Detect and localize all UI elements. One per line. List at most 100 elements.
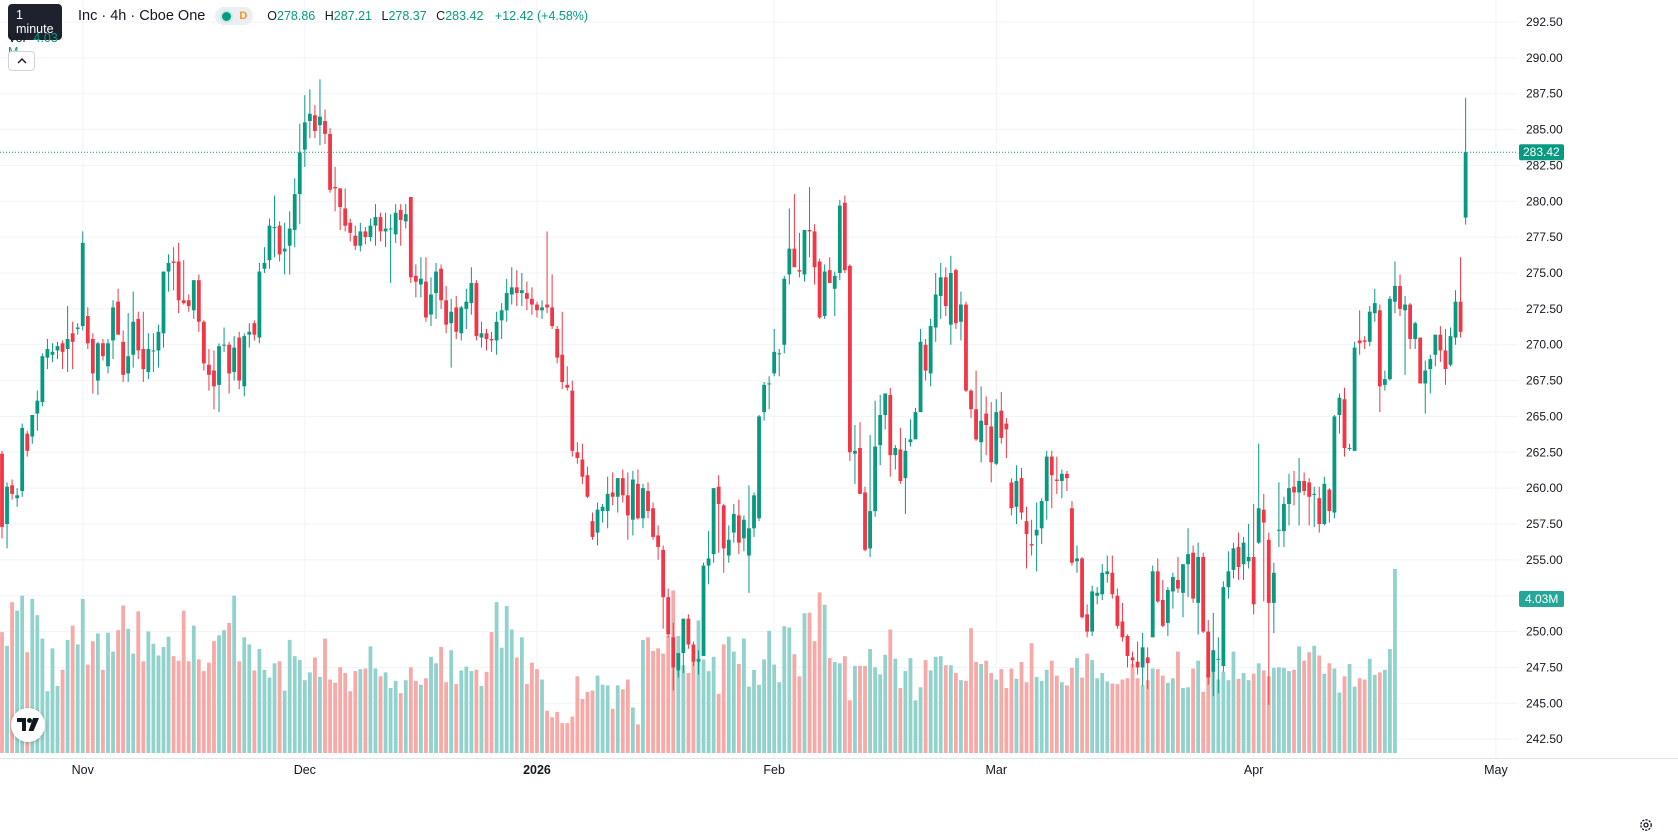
volume-bar: [1332, 668, 1337, 753]
price-axis[interactable]: 242.50245.00247.50250.00252.50255.00257.…: [1526, 15, 1563, 746]
candle: [1120, 602, 1125, 642]
volume-bar: [403, 680, 408, 753]
candle-body: [535, 304, 539, 311]
volume-bar: [1044, 669, 1049, 753]
candle-body: [807, 229, 812, 232]
volume-bar: [1266, 676, 1271, 753]
candle-body: [1216, 658, 1221, 660]
candle: [827, 257, 832, 284]
candle: [731, 503, 736, 543]
volume-bar: [1186, 687, 1190, 753]
volume-bar: [1024, 682, 1029, 753]
candle: [1004, 417, 1009, 459]
candle-body: [504, 293, 509, 311]
volume-bar: [837, 663, 842, 753]
candle-body: [1024, 521, 1029, 535]
candle: [121, 330, 126, 383]
volume-bar: [757, 684, 761, 753]
candle: [353, 225, 358, 251]
volume-bar: [812, 641, 817, 753]
candle-body: [1307, 482, 1312, 497]
candle-body: [424, 281, 428, 318]
candle-body: [429, 294, 433, 315]
candle-body: [95, 343, 100, 381]
settings-gear-icon[interactable]: [1639, 818, 1653, 832]
market-status-badge[interactable]: D: [215, 7, 254, 25]
candle: [1236, 532, 1241, 580]
volume-bar: [696, 620, 701, 753]
candle-body: [217, 346, 221, 385]
candle-body: [509, 287, 514, 295]
volume-bar: [1271, 667, 1276, 753]
candle-body: [792, 248, 797, 268]
candle-body: [651, 508, 655, 537]
volume-bar: [474, 669, 479, 753]
candle: [1090, 585, 1095, 636]
candle: [959, 291, 963, 341]
collapse-legend-button[interactable]: [8, 51, 35, 71]
candle-body: [10, 485, 14, 494]
candle: [933, 273, 938, 342]
volume-bar: [1322, 673, 1327, 753]
volume-bar: [646, 637, 650, 753]
candle: [1150, 565, 1155, 638]
high-label: H: [324, 9, 334, 23]
candle: [671, 622, 676, 691]
candle: [176, 242, 181, 314]
candle-body: [620, 478, 625, 496]
candle: [560, 311, 565, 390]
time-axis[interactable]: Nov Dec 2026 Feb Mar Apr May: [72, 763, 1509, 777]
candle: [686, 614, 691, 649]
price-tick-label: 275.00: [1526, 266, 1563, 280]
candle-body: [35, 400, 40, 414]
last-volume-label: 4.03M: [1525, 592, 1558, 606]
volume-bar: [1014, 678, 1019, 753]
candle-body: [1408, 304, 1413, 339]
price-tick-label: 260.00: [1526, 481, 1563, 495]
candle: [0, 450, 4, 539]
volume-bar: [918, 687, 923, 753]
candle-body: [1282, 503, 1286, 532]
price-tick-label: 257.50: [1526, 517, 1563, 531]
candle: [747, 485, 751, 593]
candle: [237, 331, 242, 390]
volume-bar: [984, 660, 989, 753]
candle-body: [893, 447, 898, 456]
volume-bar: [762, 659, 766, 753]
volume-label[interactable]: Vol: [8, 31, 26, 45]
volume-bar: [1282, 667, 1286, 753]
candle: [767, 376, 772, 410]
candle-body: [999, 410, 1004, 438]
candle: [1216, 637, 1221, 694]
candle: [863, 486, 867, 552]
candle: [479, 321, 484, 348]
volume-bar: [540, 679, 544, 753]
volume-bar: [1135, 678, 1140, 753]
candle: [847, 264, 852, 461]
volume-bar: [1155, 669, 1160, 753]
symbol-title[interactable]: Inc · 4h · Cboe One: [78, 8, 206, 24]
candle-body: [570, 390, 575, 451]
tradingview-logo-mark: [17, 718, 39, 731]
volume-bar: [237, 661, 242, 753]
volume-bar: [1236, 678, 1241, 753]
candle: [277, 221, 282, 262]
volume-bar: [923, 660, 928, 753]
candle-body: [116, 301, 120, 335]
candle: [156, 324, 161, 368]
candle-body: [1231, 548, 1236, 570]
candle: [449, 298, 454, 368]
candle: [272, 195, 277, 258]
candle-body: [75, 327, 80, 329]
volume-bar: [398, 693, 403, 753]
tradingview-logo-icon[interactable]: [11, 708, 45, 742]
volume-bar: [1221, 671, 1226, 753]
candle: [1059, 469, 1064, 499]
candle: [464, 288, 469, 329]
volume-bar: [1196, 660, 1201, 753]
candle-body: [721, 505, 726, 549]
candle-body: [1059, 473, 1064, 481]
volume-bar: [767, 630, 772, 753]
candle-body: [883, 393, 888, 415]
